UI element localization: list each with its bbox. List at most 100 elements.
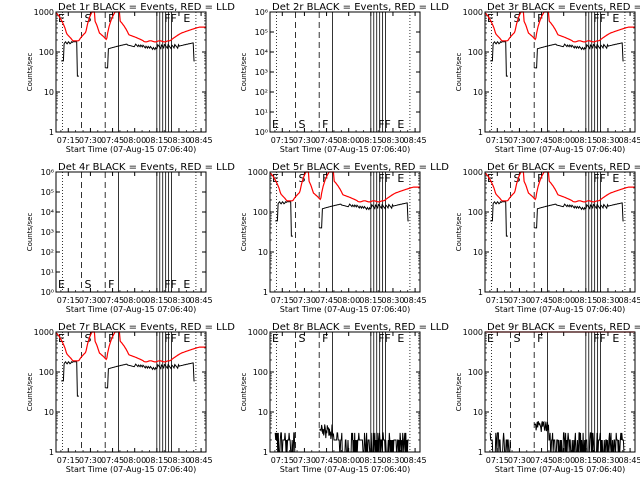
x-tick-label: 07:15 (271, 456, 294, 465)
y-axis-label: Counts/sec (26, 373, 34, 412)
interval-marker-label: F (322, 118, 328, 131)
x-tick-label: 07:30 (508, 456, 531, 465)
y-tick-label: 10 (44, 408, 54, 417)
lld-series-line (269, 171, 420, 203)
lld-series-line (55, 331, 206, 363)
y-tick-label: 10 (44, 88, 54, 97)
x-tick-label: 07:30 (508, 296, 531, 305)
panel-title: Det 8r BLACK = Events, RED = LLD (272, 322, 449, 333)
x-tick-label: 07:45 (530, 296, 553, 305)
lld-series-line (484, 171, 635, 203)
y-tick-label: 10⁴ (41, 208, 54, 217)
events-series-line (105, 42, 195, 69)
y-tick-label: 10 (473, 88, 483, 97)
x-tick-label: 08:30 (381, 456, 404, 465)
x-tick-label: 08:15 (574, 136, 597, 145)
events-series-line (319, 202, 409, 229)
interval-marker-label: FF (378, 332, 391, 345)
y-axis-label: Counts/sec (455, 53, 463, 92)
y-tick-label: 10 (258, 248, 268, 257)
x-axis-label: Start Time (07-Aug-15 07:06:40) (280, 305, 411, 314)
interval-marker-label: S (514, 12, 521, 25)
x-tick-label: 07:15 (271, 296, 294, 305)
x-tick-label: 07:15 (271, 136, 294, 145)
interval-marker-label: S (85, 278, 92, 291)
interval-marker-label: FF (164, 278, 177, 291)
x-tick-label: 08:30 (167, 136, 190, 145)
x-tick-label: 08:00 (552, 456, 575, 465)
events-series-line (105, 362, 195, 389)
events-series-line (275, 200, 293, 237)
x-tick-label: 07:45 (315, 456, 338, 465)
x-tick-label: 07:45 (101, 136, 124, 145)
plot-frame (269, 171, 421, 293)
interval-marker-label: E (58, 12, 65, 25)
interval-marker-label: E (397, 172, 404, 185)
y-tick-label: 1000 (463, 328, 483, 337)
x-tick-label: 08:30 (596, 296, 619, 305)
x-tick-label: 08:15 (145, 296, 168, 305)
y-tick-label: 100 (39, 368, 54, 377)
plot-frame (55, 11, 207, 133)
y-tick-label: 10¹ (255, 108, 268, 117)
panel-title: Det 5r BLACK = Events, RED = LLD (272, 162, 449, 173)
x-axis-label: Start Time (07-Aug-15 07:06:40) (66, 305, 197, 314)
interval-marker-label: E (183, 332, 190, 345)
y-axis-label: Counts/sec (26, 213, 34, 252)
y-tick-label: 100 (468, 208, 483, 217)
y-axis-label: Counts/sec (455, 213, 463, 252)
y-tick-label: 100 (468, 368, 483, 377)
x-tick-label: 08:15 (359, 136, 382, 145)
interval-marker-label: FF (593, 12, 606, 25)
x-tick-label: 08:45 (190, 456, 213, 465)
y-tick-label: 1 (478, 448, 483, 457)
y-tick-label: 10⁶ (41, 168, 54, 177)
x-tick-label: 08:30 (167, 296, 190, 305)
x-tick-label: 08:45 (404, 136, 427, 145)
panel-title: Det 1r BLACK = Events, RED = LLD (58, 2, 235, 13)
x-tick-label: 07:30 (79, 296, 102, 305)
x-tick-label: 08:00 (123, 456, 146, 465)
interval-marker-label: E (272, 172, 279, 185)
x-tick-label: 08:00 (123, 136, 146, 145)
y-tick-label: 10⁴ (255, 48, 268, 57)
interval-marker-label: FF (378, 118, 391, 131)
x-tick-label: 07:15 (57, 456, 80, 465)
x-tick-label: 07:45 (101, 456, 124, 465)
y-axis-label: Counts/sec (240, 213, 248, 252)
interval-marker-label: E (272, 118, 279, 131)
y-tick-label: 10³ (255, 68, 268, 77)
y-tick-label: 1000 (34, 328, 54, 337)
interval-marker-label: E (487, 12, 494, 25)
x-axis-label: Start Time (07-Aug-15 07:06:40) (495, 145, 626, 154)
x-axis-label: Start Time (07-Aug-15 07:06:40) (66, 465, 197, 474)
panel-det-4r: Det 4r BLACK = Events, RED = LLD Counts/s… (26, 162, 235, 314)
y-tick-label: 10⁰ (255, 128, 268, 137)
y-tick-label: 100 (253, 208, 268, 217)
x-tick-label: 08:00 (552, 136, 575, 145)
x-tick-label: 08:00 (337, 136, 360, 145)
x-tick-label: 07:45 (530, 456, 553, 465)
x-tick-label: 07:30 (293, 456, 316, 465)
x-tick-label: 07:45 (101, 296, 124, 305)
panel-title: Det 2r BLACK = Events, RED = LLD (272, 2, 449, 13)
y-tick-label: 1000 (248, 168, 268, 177)
interval-marker-label: E (58, 278, 65, 291)
interval-marker-label: E (487, 332, 494, 345)
x-tick-label: 07:30 (79, 456, 102, 465)
x-tick-label: 08:15 (574, 296, 597, 305)
y-tick-label: 10 (473, 408, 483, 417)
interval-marker-label: E (272, 332, 279, 345)
y-tick-label: 1 (263, 288, 268, 297)
x-axis-label: Start Time (07-Aug-15 07:06:40) (280, 465, 411, 474)
y-tick-label: 1 (49, 448, 54, 457)
y-tick-label: 10⁰ (41, 288, 54, 297)
plot-frame (55, 171, 207, 293)
plot-frame (484, 171, 636, 293)
x-tick-label: 08:45 (404, 456, 427, 465)
x-tick-label: 08:30 (167, 456, 190, 465)
panel-title: Det 9r BLACK = Events, RED = LLD (487, 322, 640, 333)
interval-marker-label: S (514, 332, 521, 345)
interval-marker-label: E (58, 332, 65, 345)
events-series-line (61, 360, 79, 397)
